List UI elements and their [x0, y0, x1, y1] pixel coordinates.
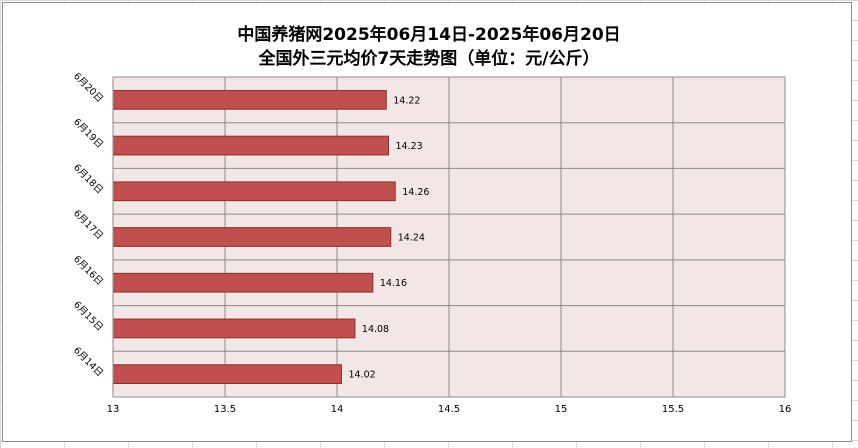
category-label: 6月15日 [71, 299, 105, 333]
bar[interactable] [112, 89, 387, 110]
chart-title: 中国养猪网2025年06月14日-2025年06月20日 [237, 25, 621, 45]
plot-border [112, 76, 786, 398]
bar[interactable] [112, 135, 390, 156]
data-label: 14.08 [362, 324, 389, 335]
x-tick-label: 15.5 [662, 404, 684, 415]
category-label: 6月14日 [71, 345, 105, 379]
chart-subtitle: 全国外三元均价7天走势图（单位：元/公斤） [258, 49, 600, 69]
data-label: 14.22 [393, 95, 420, 106]
data-label: 14.16 [380, 278, 407, 289]
x-tick-label: 14 [331, 404, 344, 415]
category-label: 6月20日 [71, 71, 105, 105]
x-tick-label: 16 [779, 404, 792, 415]
data-label: 14.23 [396, 141, 423, 152]
category-label: 6月18日 [71, 162, 105, 196]
x-tick-label: 13 [107, 404, 120, 415]
data-label: 14.26 [402, 187, 429, 198]
x-tick-label: 14.5 [438, 404, 460, 415]
x-tick-label: 13.5 [214, 404, 236, 415]
bar[interactable] [112, 227, 392, 247]
bar[interactable] [112, 181, 396, 202]
category-label: 6月16日 [71, 254, 105, 288]
x-tick-label: 15 [555, 404, 568, 415]
data-label: 14.02 [348, 370, 375, 381]
data-label: 14.24 [398, 233, 425, 244]
bar[interactable] [112, 318, 356, 339]
category-label: 6月17日 [71, 208, 105, 242]
category-label: 6月19日 [71, 117, 105, 151]
bar[interactable] [112, 272, 374, 293]
bar[interactable] [112, 364, 342, 385]
